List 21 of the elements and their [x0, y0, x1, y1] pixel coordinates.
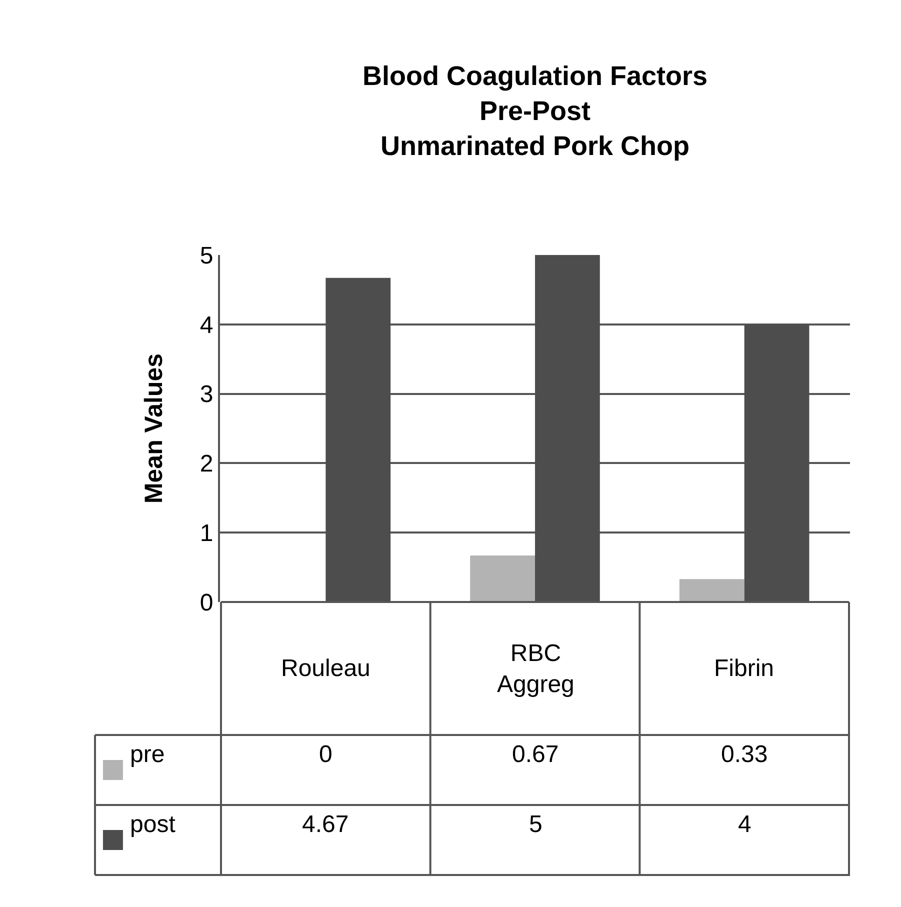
y-tick-label: 2	[200, 450, 214, 478]
legend-label: pre	[130, 741, 165, 768]
x-tick-label: Fibrin	[714, 655, 774, 682]
bar	[470, 556, 535, 602]
data-label: 0.67	[512, 741, 559, 768]
bar	[679, 579, 744, 602]
y-axis-title: Mean Values	[140, 353, 168, 504]
y-tick-label: 0	[200, 589, 214, 616]
y-tick-label: 5	[200, 242, 214, 270]
x-tick-label: Rouleau	[281, 655, 370, 682]
legend-label: post	[130, 811, 176, 838]
chart-title: Blood Coagulation Factors Pre-Post Unmarinated Pork Chop	[362, 61, 708, 162]
data-label: 4	[738, 811, 752, 838]
y-tick-label: 3	[200, 381, 214, 408]
data-label: 0.33	[721, 741, 768, 768]
y-tick-label: 4	[200, 312, 214, 339]
data-label: 4.67	[302, 811, 349, 838]
data-label: 0	[319, 741, 332, 768]
data-label: 5	[529, 811, 542, 838]
y-tick-label: 1	[200, 520, 214, 547]
x-tick-label: RBC Aggreg	[497, 640, 574, 698]
